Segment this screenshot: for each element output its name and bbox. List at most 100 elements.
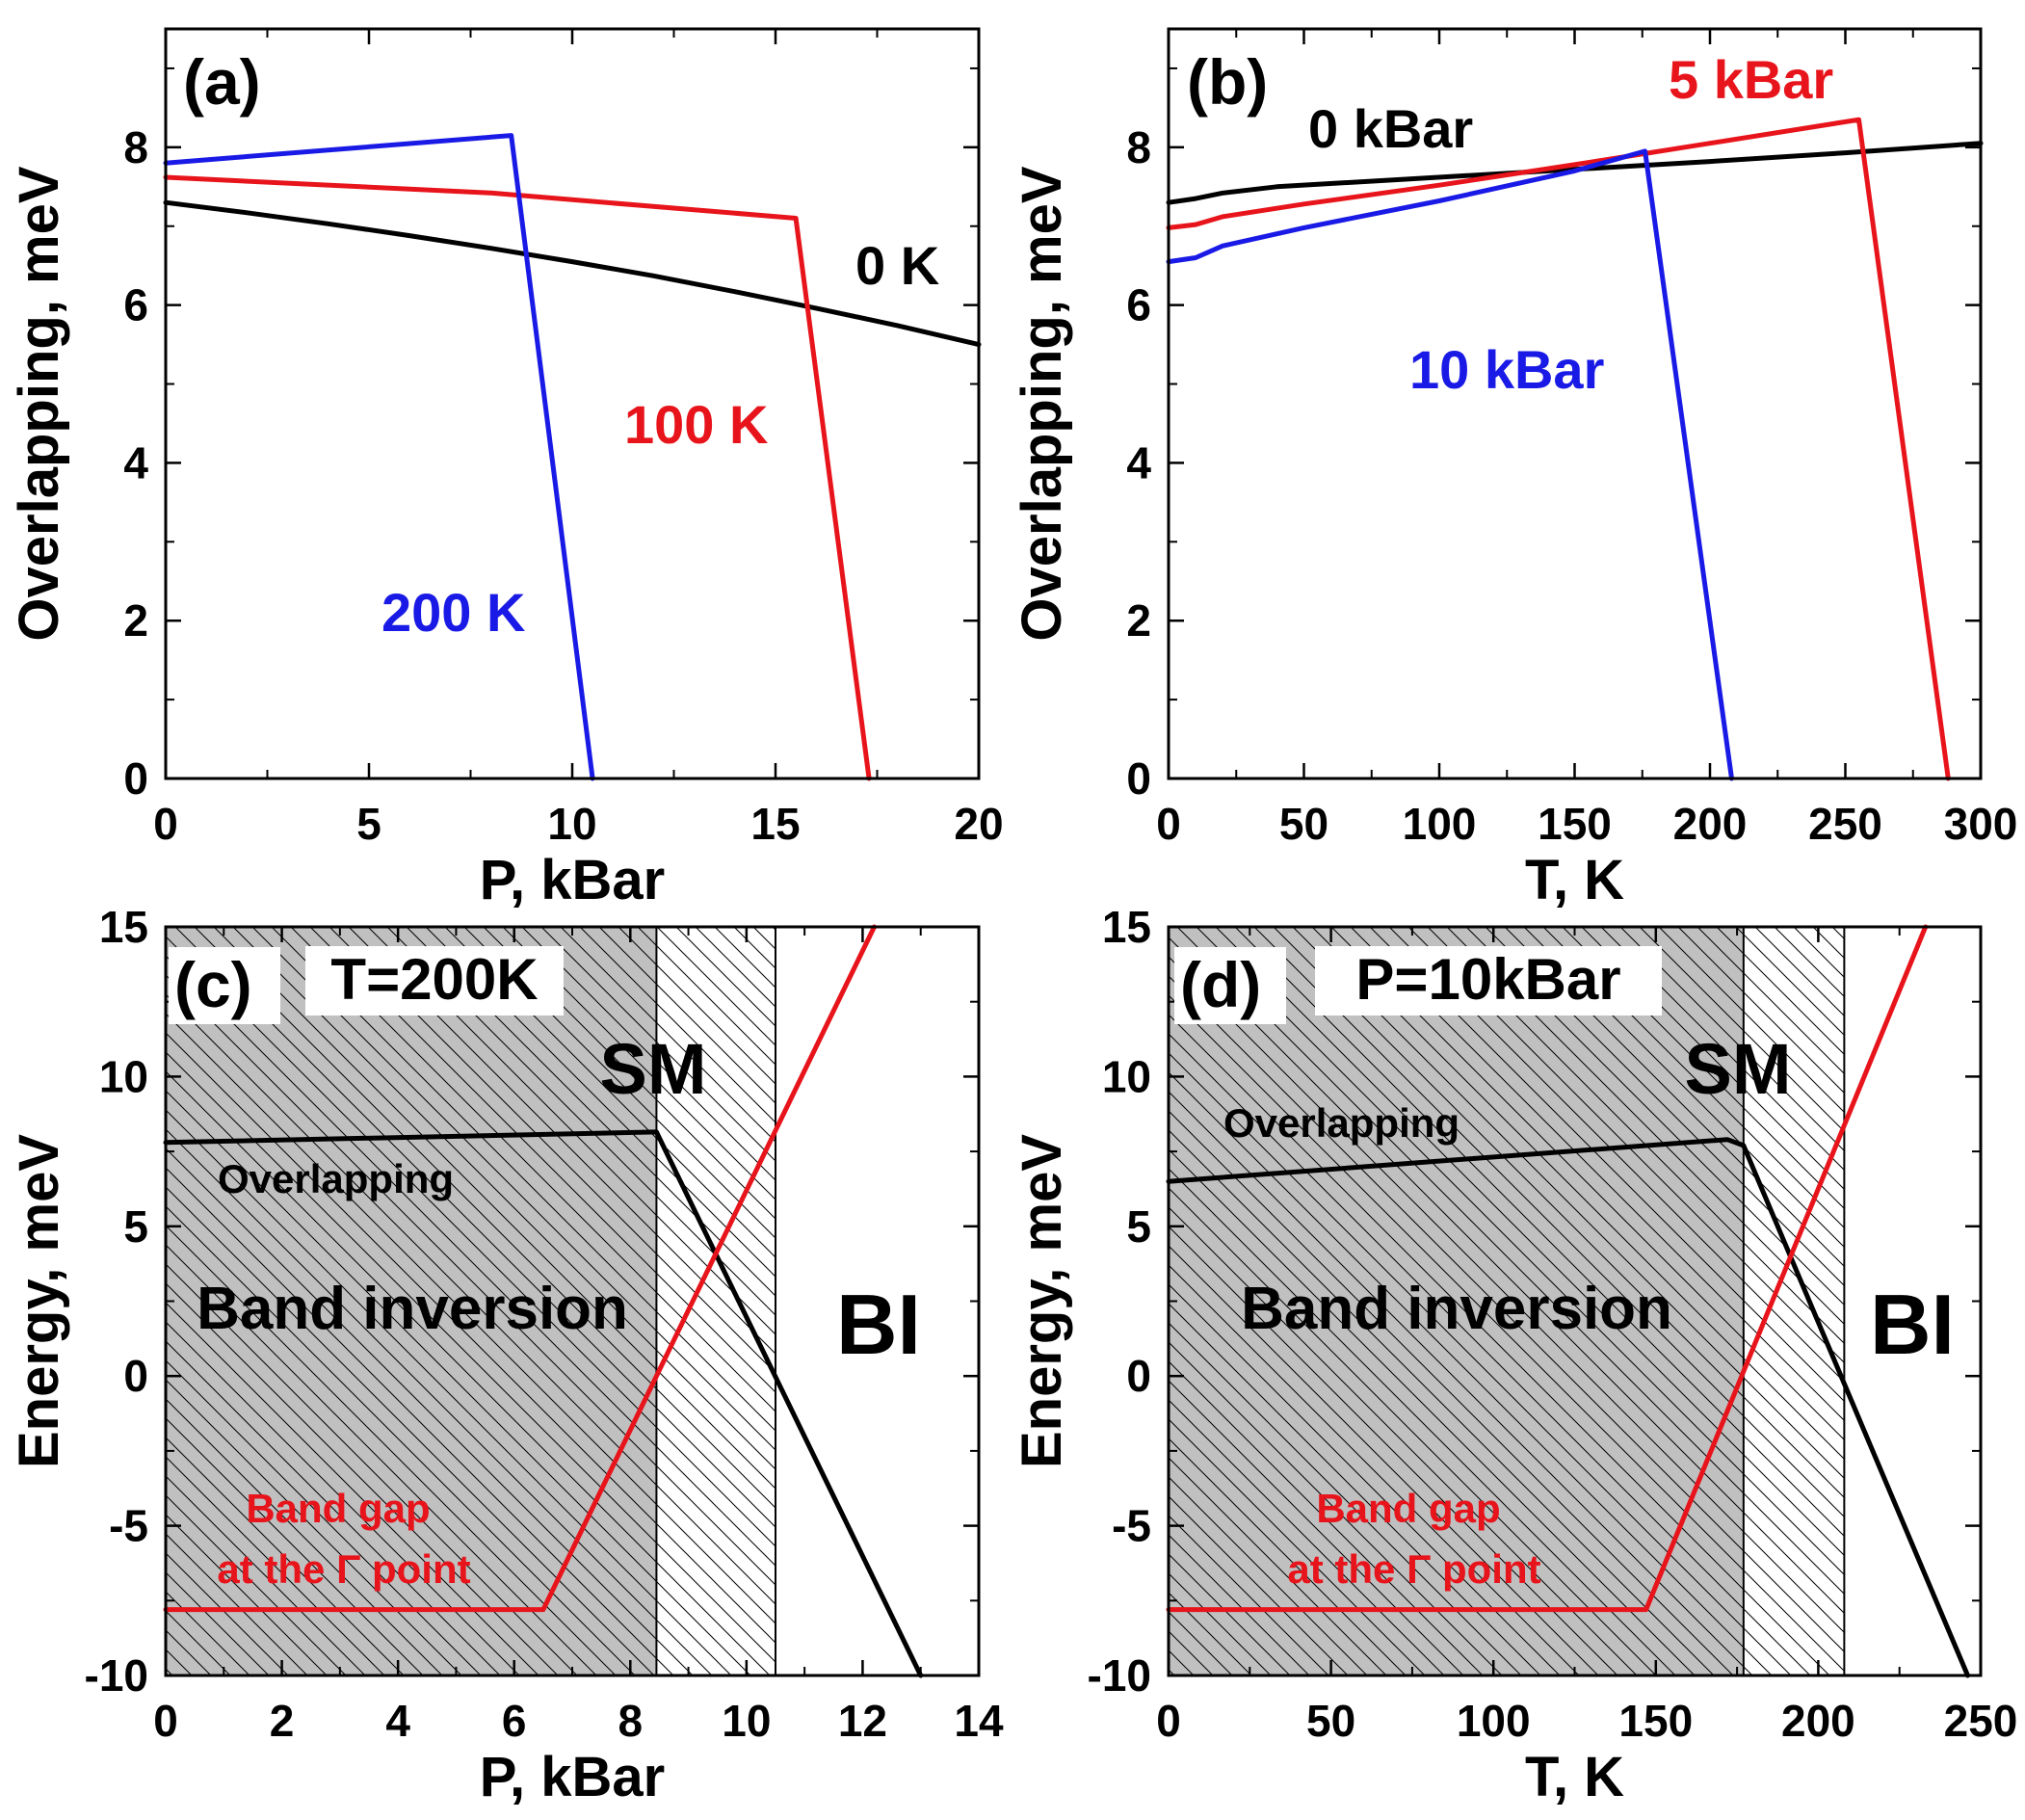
band-gap-label: Band gap [246, 1486, 430, 1531]
overlapping-label: Overlapping [218, 1156, 454, 1201]
region-hatch [1743, 927, 1845, 1675]
series-line-5-kbar [1166, 117, 1951, 781]
y-tick-label: 6 [1126, 280, 1151, 330]
region-hatch [656, 927, 776, 1675]
y-tick-label: 5 [123, 1201, 148, 1252]
panel-label: (c) [174, 949, 252, 1020]
panel-b: 0 50 100 150 200 250 300 0 2 4 6 8 T, K Overlapping, … [1011, 27, 2018, 911]
x-axis-label: T, K [1525, 849, 1624, 911]
bi-label: BI [836, 1277, 921, 1372]
y-tick-label: 15 [99, 902, 148, 952]
x-axis-label: P, kBar [480, 1746, 665, 1808]
series-line-overlapping [1166, 1137, 1970, 1678]
y-tick-label: 0 [123, 1351, 148, 1401]
x-tick-label: 200 [1673, 799, 1748, 849]
panel-d: 0 50 100 150 200 250 -10 -5 0 5 10 15 T, K Energy, me… [1011, 902, 2017, 1808]
series-line-0-kbar [1166, 141, 1984, 205]
y-tick-label: 2 [123, 595, 148, 646]
panel-label: (d) [1180, 949, 1261, 1020]
x-tick-label: 12 [838, 1696, 887, 1746]
panel-label-box [1174, 947, 1286, 1024]
x-tick-label: 50 [1306, 1696, 1355, 1746]
sm-label: SM [600, 1029, 707, 1109]
overlapping-label: Overlapping [1223, 1100, 1460, 1146]
region-bi [776, 927, 979, 1675]
x-tick-label: 8 [618, 1696, 643, 1746]
condition-label: T=200K [330, 947, 538, 1012]
condition-label: P=10kBar [1355, 947, 1620, 1012]
x-axis-label: P, kBar [480, 849, 665, 911]
band-gap-label: Band gap [1316, 1486, 1500, 1531]
x-tick-label: 200 [1781, 1696, 1855, 1746]
x-tick-label: 0 [153, 799, 178, 849]
x-tick-label: 150 [1538, 799, 1612, 849]
annotation-0-k: 0 K [855, 235, 939, 296]
y-tick-label: 10 [1102, 1051, 1151, 1101]
annotation-200-k: 200 K [381, 582, 525, 643]
y-tick-label: 4 [123, 437, 148, 488]
annotation-0-kbar: 0 kBar [1308, 98, 1473, 159]
plot-frame [164, 27, 981, 780]
panel-c: 0 2 4 6 8 10 12 14 -10 -5 0 5 10 15 P, kBar Energy, meV… [8, 902, 1004, 1808]
x-tick-label: 5 [356, 799, 381, 849]
x-axis-label: T, K [1525, 1746, 1624, 1808]
bi-label: BI [1870, 1277, 1955, 1372]
x-tick-label: 250 [1808, 799, 1882, 849]
y-axis-label: Overlapping, meV [1011, 166, 1073, 641]
panel-label: (b) [1187, 46, 1268, 118]
x-tick-label: 250 [1944, 1696, 2018, 1746]
x-tick-label: 150 [1618, 1696, 1693, 1746]
sm-label: SM [1685, 1029, 1792, 1109]
y-tick-label: 0 [1126, 1351, 1151, 1401]
x-tick-label: 100 [1457, 1696, 1531, 1746]
y-tick-label: -5 [109, 1501, 148, 1551]
region-hatch [166, 927, 657, 1675]
y-tick-label: 8 [1126, 122, 1151, 172]
x-tick-label: 50 [1279, 799, 1328, 849]
plot-frame [164, 925, 981, 1677]
gamma-point-label: at the Γ point [1287, 1546, 1540, 1592]
band-inversion-label: Band inversion [197, 1276, 628, 1342]
x-tick-label: 6 [502, 1696, 527, 1746]
y-tick-label: 4 [1126, 437, 1151, 488]
y-tick-label: -5 [1112, 1501, 1151, 1551]
y-axis-label: Energy, meV [1011, 1134, 1073, 1468]
series-line-200-k [163, 133, 595, 781]
panel-a: 0 5 10 15 20 0 2 4 6 8 P, kBar Overlapping, meV (a) 0… [8, 27, 1004, 911]
annotation-100-k: 100 K [624, 394, 768, 455]
x-tick-label: 15 [750, 799, 800, 849]
band-inversion-label: Band inversion [1241, 1276, 1672, 1342]
series-line-overlapping [163, 1129, 924, 1678]
annotation-5-kbar: 5 kBar [1669, 49, 1833, 110]
x-tick-label: 2 [270, 1696, 295, 1746]
y-tick-label: -10 [1088, 1650, 1151, 1701]
x-tick-label: 10 [722, 1696, 771, 1746]
x-tick-label: 300 [1944, 799, 2018, 849]
annotation-10-kbar: 10 kBar [1409, 339, 1604, 400]
y-tick-label: -10 [85, 1650, 148, 1701]
region-hatch [1169, 927, 1744, 1675]
x-tick-label: 0 [153, 1696, 178, 1746]
x-tick-label: 0 [1156, 799, 1181, 849]
panel-label: (a) [183, 46, 261, 118]
y-tick-label: 5 [1126, 1201, 1151, 1252]
x-tick-label: 100 [1403, 799, 1477, 849]
plot-frame [1167, 27, 1983, 780]
y-axis-label: Energy, meV [8, 1134, 70, 1468]
series-line-100-k [163, 174, 872, 781]
condition-box [1315, 946, 1662, 1016]
x-tick-label: 0 [1156, 1696, 1181, 1746]
x-tick-label: 20 [954, 799, 1003, 849]
panel-label-box [169, 947, 280, 1024]
series-line-10-kbar [1166, 148, 1734, 781]
y-tick-label: 6 [123, 280, 148, 330]
x-tick-label: 4 [385, 1696, 410, 1746]
y-tick-label: 0 [123, 753, 148, 804]
series-line-band-gap-at-the-point [1166, 924, 1929, 1613]
y-axis-label: Overlapping, meV [8, 166, 70, 641]
plot-frame [1167, 925, 1983, 1677]
y-tick-label: 8 [123, 122, 148, 172]
series-line-band-gap-at-the-point [163, 924, 877, 1613]
y-tick-label: 2 [1126, 595, 1151, 646]
